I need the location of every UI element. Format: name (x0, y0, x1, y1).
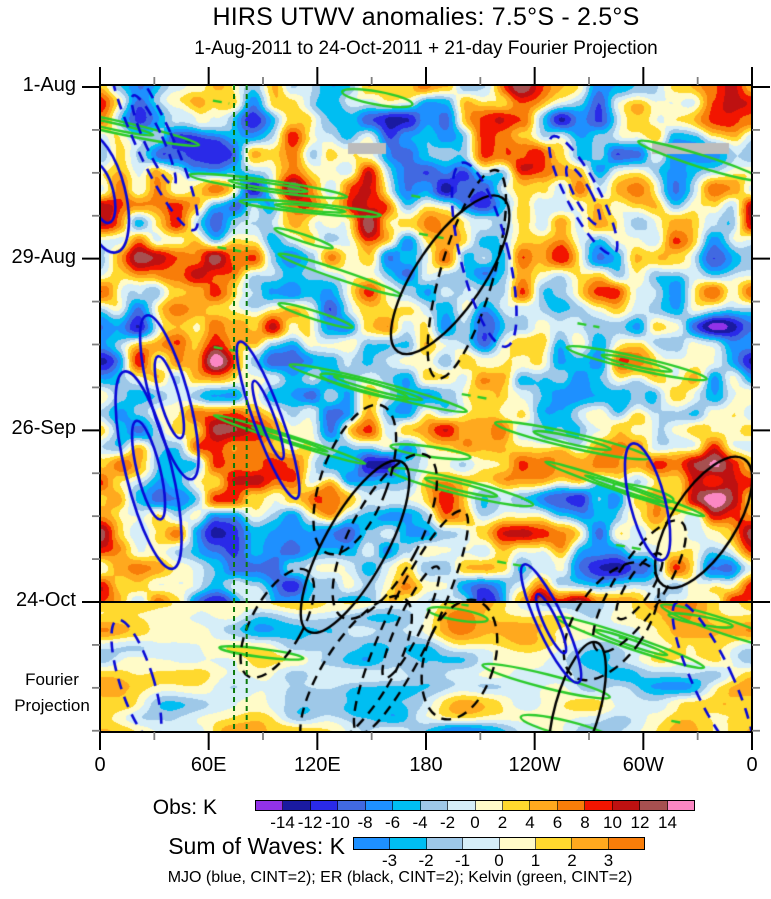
colorbar-tick-label: -10 (325, 813, 350, 832)
x-tick-label: 180 (409, 754, 443, 776)
colorbar-tick-label: 10 (603, 813, 622, 832)
colorbar-tick-label: -12 (297, 813, 323, 832)
colorbar-segment (448, 801, 476, 810)
colorbar-segment (463, 838, 500, 849)
colorbar-segment (393, 801, 421, 810)
colorbar-segment (557, 801, 586, 810)
x-tick-label: 60E (190, 754, 227, 776)
fourier-label-line2: Projection (14, 696, 90, 715)
y-tick-label: 1-Aug (22, 74, 76, 96)
colorbar-tick-label: -6 (384, 813, 401, 832)
colorbar-tick-label: 0 (470, 813, 480, 832)
colorbar-tick-label: 1 (530, 851, 541, 870)
colorbar-segment (310, 801, 339, 810)
colorbar-segment (502, 801, 531, 810)
colorbar-tick-label: -14 (270, 813, 295, 832)
colorbar-segment (475, 801, 503, 810)
colorbar-segment (354, 838, 391, 849)
hovmoller-field-canvas (100, 85, 752, 732)
colorbar-segment (612, 801, 641, 810)
colorbar-tick-label: 8 (580, 813, 590, 832)
colorbar-segment (426, 838, 464, 849)
colorbar-tick-label: 2 (497, 813, 508, 832)
colorbar-segment (572, 838, 609, 849)
y-tick-label: 26-Sep (11, 417, 77, 440)
colorbar-tick-label: 12 (630, 813, 650, 832)
colorbar-segment (499, 838, 536, 849)
colorbar-segment (283, 801, 311, 810)
colorbar-tick-label: 3 (603, 851, 614, 870)
colorbar-segment (365, 801, 394, 810)
colorbar-segment (640, 801, 668, 810)
colorbar-segment (667, 801, 694, 810)
x-tick-label: 120W (508, 754, 561, 776)
x-tick-label: 120E (293, 754, 341, 776)
y-tick-label: 29-Aug (11, 245, 77, 268)
colorbar-tick-label: -8 (357, 813, 373, 832)
colorbar-tick-label: 2 (567, 851, 577, 870)
x-tick-label: 0 (746, 754, 758, 776)
colorbar-segment (420, 801, 449, 810)
colorbar-tick-label: 0 (494, 851, 504, 870)
colorbar-tick-label: -4 (412, 813, 428, 832)
colorbar-segment (585, 801, 613, 810)
fourier-projection-label: Fourier Projection (2, 667, 102, 719)
colorbar-segment (530, 801, 558, 810)
obs-colorbar (255, 800, 695, 811)
colorbar-segment (535, 838, 573, 849)
colorbar-tick-label: 6 (552, 813, 563, 832)
colorbar-tick-label: -2 (418, 851, 434, 870)
colorbar-tick-label: 14 (658, 813, 677, 832)
colorbar-tick-label: -2 (439, 813, 456, 832)
x-tick-label: 0 (94, 754, 106, 776)
page-title: HIRS UTWV anomalies: 7.5°S - 2.5°S (212, 3, 640, 31)
colorbar-segment (256, 801, 284, 810)
colorbar-segment (338, 801, 366, 810)
fourier-label-line1: Fourier (25, 670, 79, 689)
colorbar-tick-label: -1 (454, 851, 471, 870)
x-tick-label: 60W (622, 754, 664, 776)
waves-colorbar-title: Sum of Waves: K (168, 833, 345, 859)
colorbar-segment (608, 838, 644, 849)
waves-colorbar (353, 837, 645, 850)
y-tick-label: 24-Oct (15, 589, 76, 611)
colorbar-tick-label: 4 (525, 813, 535, 832)
colorbar-segment (390, 838, 427, 849)
page-subtitle: 1-Aug-2011 to 24-Oct-2011 + 21-day Fouri… (194, 38, 658, 59)
colorbar-tick-label: -3 (381, 851, 398, 870)
legend-note: MJO (blue, CINT=2); ER (black, CINT=2); … (167, 869, 633, 886)
obs-colorbar-title: Obs: K (152, 796, 217, 819)
